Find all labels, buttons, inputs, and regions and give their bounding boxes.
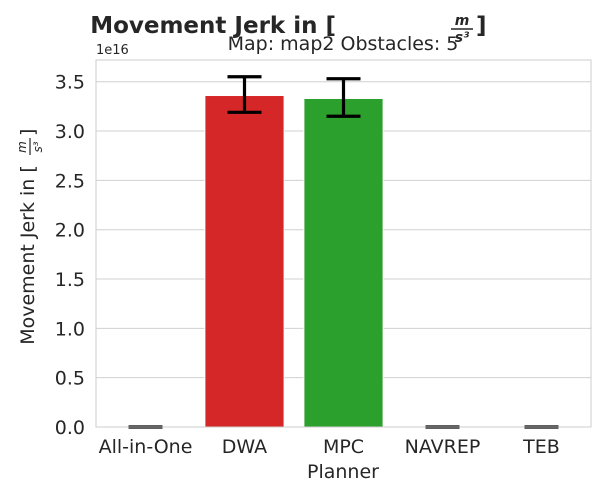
- chart-title: Movement Jerk in [: [90, 13, 336, 39]
- x-tick-label: All-in-One: [99, 436, 193, 458]
- y-axis-label-close: ]: [17, 129, 39, 136]
- x-tick-label: TEB: [522, 436, 560, 458]
- y-axis-label: Movement Jerk in [ m s³ ]: [15, 129, 45, 345]
- chart-subtitle: Map: map2 Obstacles: 5: [228, 33, 459, 55]
- chart-title-close: ]: [476, 13, 487, 39]
- bar: [204, 95, 285, 428]
- y-tick-label: 0.0: [55, 417, 85, 439]
- x-tick-labels: All-in-One DWA MPC NAVREP TEB: [99, 436, 560, 458]
- chart-title-frac-den: s³: [455, 30, 469, 46]
- bar: [303, 97, 384, 428]
- x-axis-label: Planner: [307, 461, 379, 483]
- bars: [204, 95, 384, 428]
- x-tick-label: MPC: [323, 436, 364, 458]
- y-tick-label: 2.0: [55, 220, 85, 242]
- y-axis-label-frac-num: m: [15, 141, 29, 153]
- y-tick-label: 2.5: [55, 170, 85, 192]
- y-tick-label: 1.0: [55, 318, 85, 340]
- y-tick-label: 0.5: [55, 368, 85, 390]
- chart-title-frac-num: m: [455, 13, 470, 29]
- plot-frame: [95, 59, 592, 428]
- y-tick-label: 1.5: [55, 269, 85, 291]
- y-tick-labels: 0.0 0.5 1.0 1.5 2.0 2.5 3.0 3.5: [55, 72, 85, 439]
- y-axis-label-frac-den: s³: [31, 141, 45, 152]
- x-tick-label: DWA: [222, 436, 267, 458]
- y-tick-label: 3.5: [55, 72, 85, 94]
- y-offset-text: 1e16: [96, 43, 129, 58]
- x-tick-label: NAVREP: [405, 436, 481, 458]
- y-axis-label-main: Movement Jerk in [: [17, 165, 39, 345]
- y-tick-label: 3.0: [55, 121, 85, 143]
